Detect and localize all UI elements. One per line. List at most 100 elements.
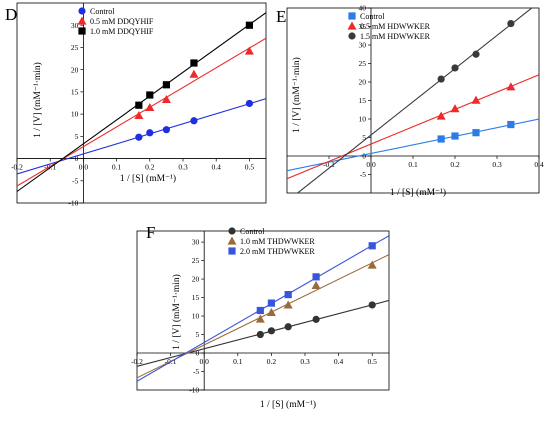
y-tick-label: 25 [192,256,200,265]
data-point [146,91,154,99]
y-tick-label: 15 [71,87,79,96]
y-tick-label: 0 [75,154,79,163]
plot-frame [136,230,390,391]
series-points [256,301,376,339]
legend-marker [348,12,356,20]
x-tick-label: 0.2 [267,357,277,366]
legend-entry: 1.0 mM DDQYHIF [90,27,154,36]
y-tick-label: 20 [71,65,79,74]
data-point [312,315,320,323]
data-point [189,69,199,78]
y-axis-title: 1 / [V] (mM⁻¹·min) [291,57,302,133]
y-tick-label: 20 [192,275,200,284]
panel-f: -0.2-0.10.00.10.20.30.40.5-10-5051015202… [131,223,390,410]
y-tick-label: 5 [195,330,199,339]
y-tick-label: 0 [362,152,366,161]
data-point [284,291,292,299]
x-axis-title: 1 / [S] (mM⁻¹) [390,187,446,198]
data-point [190,59,198,67]
x-tick-label: 0.5 [368,357,378,366]
y-tick-label: 30 [71,21,79,30]
y-tick-label: 25 [71,43,79,52]
y-tick-label: 10 [192,312,200,321]
panel-label: E [276,7,286,26]
y-tick-label: 40 [359,4,367,13]
legend-entry: Control [90,7,115,16]
legend-marker [348,32,356,40]
y-tick-label: -10 [68,199,78,208]
data-point [145,102,155,112]
fit-line [287,74,539,180]
fit-line [287,118,539,172]
data-point [436,111,446,120]
y-axis-title: 1 / [V] (mM⁻¹·min) [32,62,43,138]
x-axis-title: 1 / [S] (mM⁻¹) [120,173,176,184]
data-point [162,81,170,89]
legend-marker [78,7,86,15]
plot-frame [16,2,267,204]
data-point [161,94,171,104]
series-points [255,260,377,323]
y-tick-label: 15 [359,96,367,105]
series-points [135,99,253,141]
data-point [267,327,275,335]
data-point [283,300,293,309]
x-tick-label: 0.5 [245,163,255,172]
x-tick-label: 0.3 [300,357,310,366]
fit-lines [287,8,539,193]
panel-label: D [5,5,17,24]
series-points [436,82,516,120]
panel-d: -0.2-0.10.00.10.20.30.40.5-10-5051015202… [5,2,267,208]
legend-entry: 1.5 mM HDWWKER [360,32,431,41]
y-tick-label: 30 [359,41,367,50]
legend-entry: 0.5 mM DDQYHIF [90,17,154,26]
y-tick-label: 10 [71,110,79,119]
data-point [135,101,143,109]
data-point [244,46,254,55]
x-axis-title: 1 / [S] (mM⁻¹) [260,399,316,410]
data-point [256,330,264,339]
series-points [437,19,515,83]
y-axis-title: 1 / [V] (mM⁻¹·min) [171,274,182,350]
data-point [507,120,515,129]
series-points [134,46,254,120]
data-point [506,82,516,91]
x-tick-label: 0.3 [178,163,188,172]
x-tick-label: 0.4 [534,160,544,169]
legend-marker [77,16,87,25]
fit-line [296,8,533,193]
data-point [312,273,320,281]
x-tick-label: 0.1 [408,160,418,169]
y-tick-label: 5 [362,133,366,142]
y-tick-label: -10 [189,386,199,395]
x-tick-label: 0.2 [145,163,155,172]
y-tick-label: 35 [359,22,367,31]
panel-label: F [146,223,155,242]
y-tick-label: 30 [192,238,200,247]
plot-frame [286,7,540,194]
data-point [311,280,321,289]
x-tick-label: 0.2 [450,160,460,169]
x-tick-label: 0.3 [492,160,502,169]
legend-entry: Control [240,227,265,236]
x-tick-label: 0.1 [233,357,243,366]
x-tick-label: 0.1 [112,163,122,172]
data-point [451,132,459,140]
legend-entry: Control [360,12,385,21]
x-tick-label: 0.4 [212,163,222,172]
data-point [255,314,265,323]
data-point [162,126,170,134]
data-point [437,135,445,143]
x-tick-label: 0.0 [366,160,376,169]
y-tick-label: 25 [359,59,367,68]
legend-marker [228,227,236,235]
data-point [135,133,143,141]
data-point [267,299,275,307]
y-tick-label: 20 [359,78,367,87]
data-point [472,50,480,58]
data-point [266,307,276,316]
legend-marker [347,21,357,30]
legend-entry: 0.5 mM HDWWKER [360,22,431,31]
